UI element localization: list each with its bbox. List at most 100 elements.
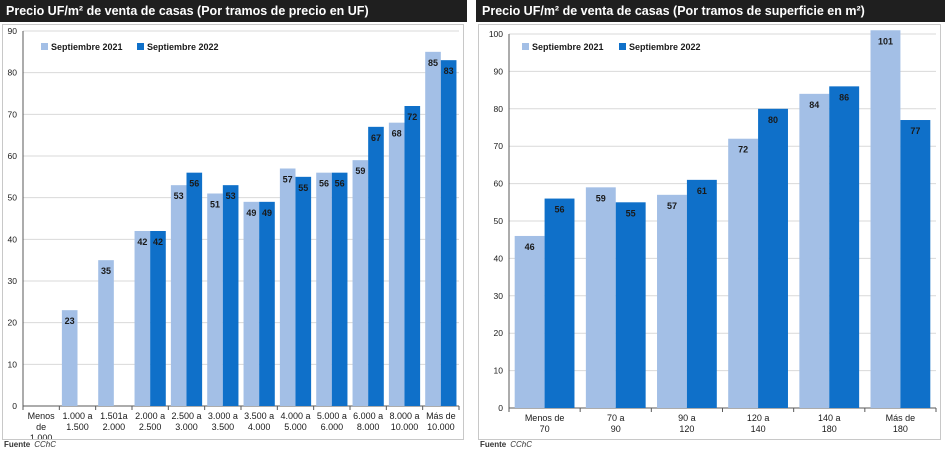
left-x-tick-label: 5.000 a [317,411,347,421]
left-chart-source: Fuente CChC [4,440,56,449]
left-bar-s1 [170,185,187,406]
right-y-tick-label: 20 [494,328,504,338]
left-x-tick-label: Menos [28,411,56,421]
left-data-label: 83 [444,66,454,76]
right-data-label: 80 [768,115,778,125]
right-data-label: 77 [910,126,920,136]
left-bar-s2 [368,126,384,406]
right-bar-s1 [514,235,545,408]
right-bar-chart: 0 10 20 30 40 50 60 70 80 90 100 46 59 57 72 84 101 56 55 6… [489,29,937,434]
left-data-label: 67 [371,133,381,143]
left-data-label: 51 [210,200,220,210]
left-bar-s1 [61,310,78,406]
left-x-tick-label: 6.000 [321,422,344,432]
right-data-label: 61 [697,186,707,196]
right-bar-s2 [758,108,788,409]
left-bar-s1 [279,168,296,406]
left-x-tick-label: 5.000 [284,422,307,432]
right-bar-s1 [728,138,759,408]
right-y-tick-label: 70 [494,141,504,151]
left-x-tick-label: 2.000 [103,422,126,432]
right-y-tick-label: 50 [494,216,504,226]
left-x-tick-label: 8.000 a [389,411,419,421]
right-y-tick-label: 0 [498,403,503,413]
left-bar-s2 [331,172,348,406]
left-bar-s2 [259,201,275,406]
left-data-label: 72 [407,112,417,122]
left-data-label: 56 [335,179,345,189]
left-data-label: 42 [153,237,163,247]
left-bar-s1 [243,201,260,406]
left-x-tick-label: 3.500 a [244,411,274,421]
left-data-label: 53 [174,191,184,201]
right-x-tick-label: 180 [893,424,908,434]
left-y-tick-label: 30 [8,276,18,286]
left-x-tick-label: de [36,422,46,432]
left-data-label: 53 [226,191,236,201]
left-bar-s1 [98,260,114,406]
left-chart-frame: 0 10 20 30 40 50 60 70 80 90 23 35 42 53 51 49 57 56 59 68 8… [2,24,464,443]
left-y-tick-label: 80 [8,68,18,78]
left-y-tick-label: 90 [8,26,18,36]
right-x-tick-label: Más de [886,413,916,423]
right-x-tick-label: 140 a [818,413,841,423]
left-legend-label: Septiembre 2021 [51,42,123,52]
right-x-tick-label: 70 a [607,413,625,423]
left-y-tick-label: 0 [12,401,17,411]
left-chart-panel: Precio UF/m² de venta de casas (Por tram… [0,0,467,458]
left-data-label: 56 [319,179,329,189]
right-legend-label: Septiembre 2022 [629,42,701,52]
left-bar-s2 [404,106,421,406]
right-bar-s2 [615,202,646,408]
right-y-tick-label: 40 [494,253,504,263]
right-y-tick-label: 60 [494,179,504,189]
right-y-tick-label: 10 [494,366,504,376]
left-bar-s1 [134,231,151,406]
left-bar-s1 [388,122,405,407]
left-x-tick-label: 2.500 a [171,411,201,421]
left-legend-swatch [137,43,144,50]
right-data-label: 86 [839,92,849,102]
left-y-tick-label: 70 [8,109,18,119]
left-x-tick-label: 3.500 [212,422,235,432]
right-source-value: CChC [510,440,533,449]
right-data-label: 72 [738,145,748,155]
right-bar-s2 [900,120,931,409]
left-x-tick-label: 10.000 [391,422,419,432]
right-data-label: 55 [626,208,636,218]
left-x-tick-label: 8.000 [357,422,380,432]
left-bar-s1 [352,160,369,406]
left-data-label: 59 [355,166,365,176]
right-x-tick-label: 70 [540,424,550,434]
left-data-label: 55 [298,183,308,193]
left-x-tick-label: 1.500 [66,422,89,432]
left-bar-s1 [207,193,223,406]
right-legend-swatch [619,43,626,50]
left-y-tick-label: 40 [8,234,18,244]
right-x-tick-label: 140 [751,424,766,434]
left-chart-title: Precio UF/m² de venta de casas (Por tram… [0,0,467,22]
left-bar-s1 [316,172,332,406]
left-bar-chart: 0 10 20 30 40 50 60 70 80 90 23 35 42 53 51 49 57 56 59 68 8… [8,26,460,443]
left-y-tick-label: 60 [8,151,18,161]
left-bar-s2 [186,172,203,406]
left-y-tick-label: 10 [8,359,18,369]
left-x-tick-label: 2.000 a [135,411,165,421]
left-x-tick-label: 1.000 [30,433,53,439]
right-chart-source: Fuente CChC [480,440,532,449]
right-source-label: Fuente [480,440,507,449]
left-legend-swatch [41,43,48,50]
right-chart-title: Precio UF/m² de venta de casas (Por tram… [476,0,945,22]
left-legend-label: Septiembre 2022 [147,42,219,52]
right-x-tick-label: 120 [679,424,694,434]
right-y-tick-label: 100 [489,29,503,39]
right-data-label: 101 [878,36,893,46]
right-bar-s1 [799,93,830,408]
left-data-label: 85 [428,58,438,68]
left-y-tick-label: 20 [8,318,18,328]
right-bar-s2 [829,86,860,409]
left-data-label: 68 [392,129,402,139]
right-x-tick-label: 90 [611,424,621,434]
left-data-label: 35 [101,266,111,276]
left-x-tick-label: 3.000 a [208,411,238,421]
